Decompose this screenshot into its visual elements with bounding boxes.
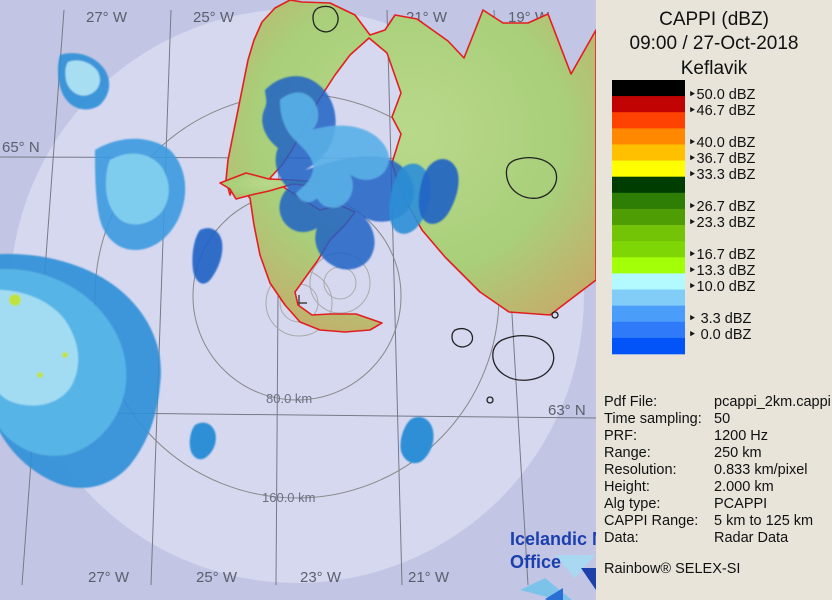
svg-text:Office: Office	[510, 552, 561, 572]
svg-text:‣10.0 dBZ: ‣10.0 dBZ	[688, 279, 756, 295]
svg-text:27° W: 27° W	[86, 9, 128, 26]
svg-text:‣26.7 dBZ: ‣26.7 dBZ	[688, 199, 756, 215]
svg-text:‣40.0 dBZ: ‣40.0 dBZ	[688, 135, 756, 151]
svg-text:‣46.7 dBZ: ‣46.7 dBZ	[688, 103, 756, 119]
svg-text:‣13.3 dBZ: ‣13.3 dBZ	[688, 263, 756, 279]
svg-text:‣ 0.0 dBZ: ‣ 0.0 dBZ	[688, 327, 752, 343]
svg-text:‣23.3 dBZ: ‣23.3 dBZ	[688, 215, 756, 231]
svg-text:65° N: 65° N	[2, 139, 40, 156]
svg-text:80.0 km: 80.0 km	[266, 391, 312, 406]
svg-text:63° N: 63° N	[548, 402, 586, 419]
svg-text:‣33.3 dBZ: ‣33.3 dBZ	[688, 167, 756, 183]
svg-text:23° W: 23° W	[300, 569, 342, 586]
svg-text:‣ 3.3 dBZ: ‣ 3.3 dBZ	[688, 311, 752, 327]
svg-text:‣36.7 dBZ: ‣36.7 dBZ	[688, 151, 756, 167]
svg-text:160.0 km: 160.0 km	[262, 490, 315, 505]
svg-text:27° W: 27° W	[88, 569, 130, 586]
svg-text:21° W: 21° W	[408, 569, 450, 586]
svg-text:25° W: 25° W	[196, 569, 238, 586]
svg-text:Icelandic Met: Icelandic Met	[510, 529, 596, 549]
svg-text:‣16.7 dBZ: ‣16.7 dBZ	[688, 247, 756, 263]
svg-text:25° W: 25° W	[193, 9, 235, 26]
svg-text:‣50.0 dBZ: ‣50.0 dBZ	[688, 87, 756, 103]
